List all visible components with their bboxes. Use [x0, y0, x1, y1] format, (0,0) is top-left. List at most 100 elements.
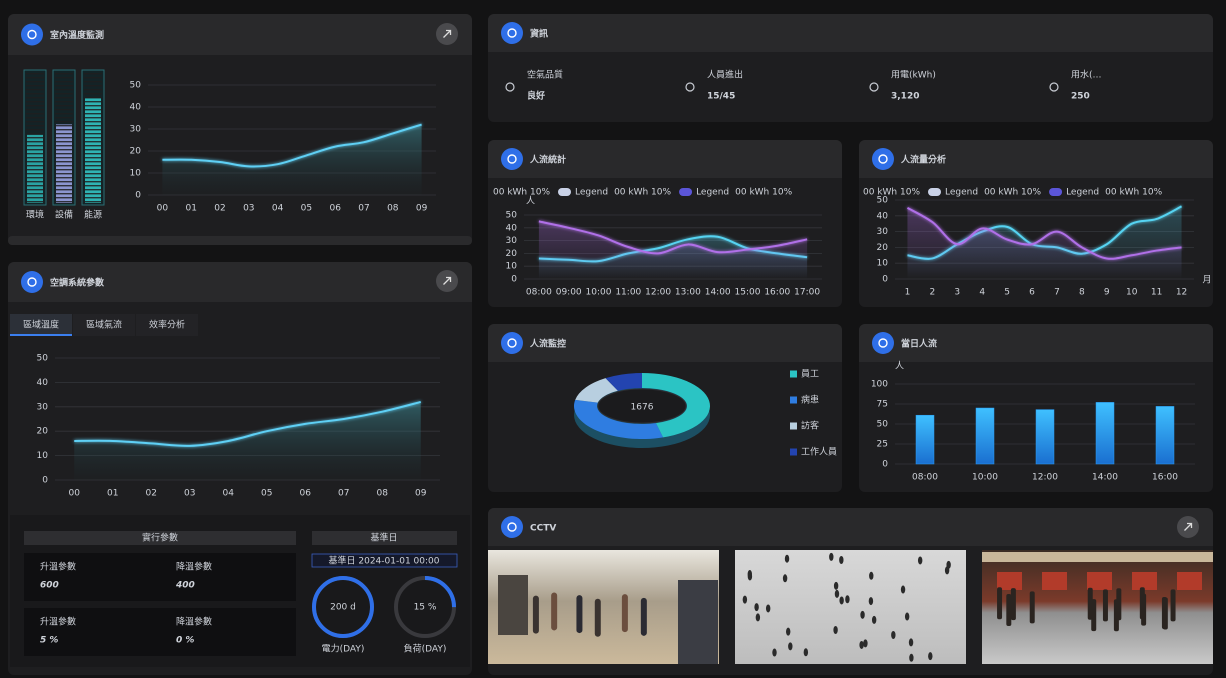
panel-title: 資訊	[530, 28, 548, 40]
tab-label: 區域氣流	[86, 319, 122, 331]
params-cell	[24, 553, 296, 601]
gauge-stripe	[84, 81, 102, 83]
param-label: 降溫參數	[176, 561, 212, 573]
x-tick-label: 02	[146, 489, 157, 499]
gauge-stripe	[84, 133, 102, 135]
x-tick-label: 06	[300, 489, 312, 499]
gauge-stripe	[55, 149, 73, 151]
gauge-stripe	[84, 197, 102, 199]
gauge-stripe	[26, 145, 44, 147]
panel-icon-glyph	[507, 522, 517, 532]
gauge-stripe	[55, 133, 73, 135]
legend-label: 員工	[801, 369, 819, 380]
cctv-scene	[833, 581, 839, 590]
cctv-scene	[1087, 587, 1093, 620]
x-tick-label: 09:00	[556, 288, 582, 298]
cctv-scene	[754, 603, 759, 612]
gauge-stripe	[84, 153, 102, 155]
y-tick-label: 30	[37, 402, 49, 412]
cctv-scene	[834, 589, 840, 598]
gauge-stripe	[84, 145, 102, 147]
panel-header-base	[488, 540, 1213, 546]
gauge-stripe	[55, 193, 73, 195]
x-tick-label: 07	[358, 204, 369, 214]
x-tick-label: 16:00	[1152, 473, 1178, 483]
legend-swatch	[1049, 188, 1063, 196]
cctv-scene	[1042, 572, 1067, 590]
legend-swatch	[790, 370, 797, 378]
gauge-stripe	[84, 93, 102, 95]
tab[interactable]	[73, 314, 135, 336]
gauge-stripe	[84, 105, 102, 107]
ring-label: 電力(DAY)	[322, 643, 365, 655]
param-value: 400	[175, 581, 195, 591]
x-tick-label: 11:00	[615, 288, 641, 298]
gauge-label: 能源	[84, 209, 102, 221]
series-line	[162, 123, 422, 168]
expand-arrow	[443, 29, 452, 38]
tab-underline	[10, 334, 72, 336]
panel-title: 人流統計	[529, 154, 566, 166]
info-value: 15/45	[707, 92, 735, 102]
gauge-stripe	[84, 121, 102, 123]
x-axis-unit: 月	[1202, 275, 1211, 286]
gauge-stripe	[26, 85, 44, 87]
gauge-stripe	[55, 173, 73, 175]
gauge-stripe	[55, 165, 73, 167]
bar	[1095, 402, 1115, 465]
param-value: 5 %	[40, 636, 58, 646]
gauge-stripe	[84, 85, 102, 87]
gauge-stripe	[26, 141, 44, 143]
cctv-scene	[839, 556, 844, 565]
panel-icon	[21, 271, 43, 293]
series-line	[906, 207, 1182, 260]
panel-icon-glyph	[507, 28, 517, 38]
cctv-scene	[576, 595, 583, 634]
panel-header-base	[488, 46, 1213, 52]
y-tick-label: 50	[130, 81, 142, 91]
gauge-stripe	[84, 73, 102, 75]
gauge-stripe	[26, 177, 44, 179]
cctv-scene	[1170, 589, 1176, 622]
y-tick-label: 10	[130, 169, 142, 179]
y-tick-label: 50	[877, 420, 889, 430]
cctv-scene	[908, 638, 914, 647]
gauge-stripe	[84, 137, 102, 139]
legend-label: 工作人員	[801, 446, 837, 458]
donut-hole	[597, 388, 687, 424]
y-tick-label: 40	[877, 211, 889, 221]
expand-arrow	[443, 276, 452, 285]
tab[interactable]	[136, 314, 198, 336]
param-value: 600	[40, 581, 59, 591]
cctv-scene	[997, 587, 1003, 620]
donut-segment	[605, 373, 642, 391]
gauge-stripe	[26, 201, 44, 203]
gauge-stripe	[55, 145, 73, 147]
gauge-stripe	[55, 73, 73, 75]
panel-header	[8, 262, 472, 302]
gauge-stripe	[55, 121, 73, 123]
ring-arc	[312, 576, 374, 638]
baseline-date-box	[311, 553, 458, 568]
x-tick-label: 01	[185, 204, 196, 214]
legend-label: 病患	[801, 394, 819, 406]
x-tick-label: 17:00	[794, 288, 820, 298]
y-tick-label: 30	[130, 125, 142, 135]
tab[interactable]	[10, 314, 72, 336]
info-label: 人員進出	[707, 69, 743, 81]
y-axis-unit: 人	[526, 196, 535, 207]
cctv-feed	[735, 550, 966, 664]
gauge-stripe	[55, 117, 73, 119]
cctv-scene	[860, 610, 865, 619]
cctv-scene	[1141, 593, 1147, 626]
gauge-stripe	[55, 185, 73, 187]
gauge-stripe	[55, 125, 73, 127]
y-tick-label: 50	[506, 211, 518, 221]
gauge-stripe	[26, 161, 44, 163]
gauge-stripe	[26, 157, 44, 159]
gauge-stripe	[55, 105, 73, 107]
series-line	[538, 220, 808, 255]
legend-label: Legend	[1066, 188, 1099, 198]
